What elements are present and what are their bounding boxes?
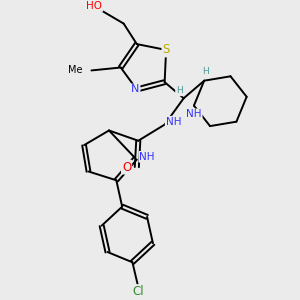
Text: H: H: [176, 86, 183, 95]
Text: O: O: [122, 160, 131, 174]
Text: HO: HO: [86, 1, 102, 11]
Text: NH: NH: [139, 152, 155, 162]
Text: NH: NH: [166, 117, 181, 127]
Text: S: S: [162, 44, 170, 56]
Text: H: H: [202, 68, 209, 76]
Text: NH: NH: [186, 110, 202, 119]
Text: Me: Me: [68, 65, 83, 75]
Text: Cl: Cl: [133, 285, 144, 298]
Text: N: N: [131, 85, 140, 94]
